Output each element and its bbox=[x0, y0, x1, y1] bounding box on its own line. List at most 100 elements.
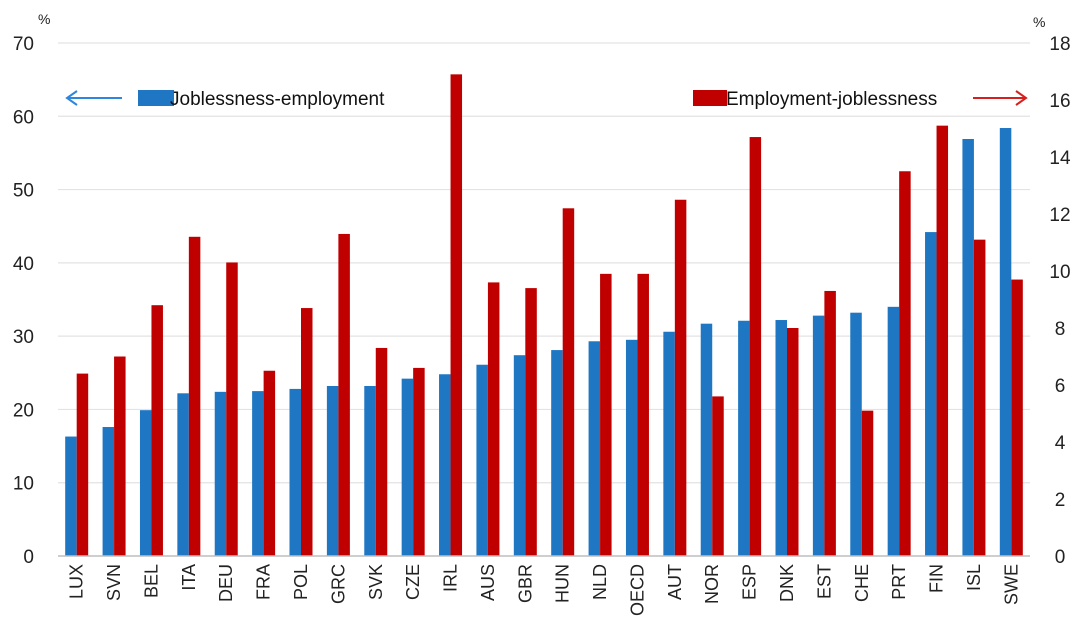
category-label: SVN bbox=[104, 564, 124, 601]
bar-joblessness-employment bbox=[962, 139, 974, 557]
category-labels: LUX SVN BEL ITA DEU FRA POL GRC SVK CZE IRL AUS GBR H… bbox=[67, 564, 1022, 616]
bar-joblessness-employment bbox=[850, 312, 862, 556]
right-axis-tick-label: 0 bbox=[1055, 547, 1066, 568]
bar-employment-joblessness bbox=[824, 290, 836, 556]
bar-employment-joblessness bbox=[226, 262, 238, 556]
category-label: CHE bbox=[852, 564, 872, 602]
bar-employment-joblessness bbox=[413, 367, 425, 556]
bar-joblessness-employment bbox=[102, 427, 115, 556]
left-axis-unit-label: % bbox=[38, 11, 50, 27]
right-axis-tick-label: 16 bbox=[1049, 91, 1070, 112]
left-axis-tick-label: 50 bbox=[13, 181, 34, 202]
bar-joblessness-employment bbox=[289, 388, 301, 556]
bar-joblessness-employment bbox=[177, 393, 189, 556]
right-axis-tick-label: 8 bbox=[1055, 319, 1066, 340]
category-label: DNK bbox=[777, 564, 797, 602]
right-axis-tick-label: 10 bbox=[1049, 262, 1070, 283]
bar-employment-joblessness bbox=[936, 125, 949, 557]
bar-employment-joblessness bbox=[787, 328, 799, 556]
bar-employment-joblessness bbox=[450, 74, 463, 556]
bar-joblessness-employment bbox=[775, 320, 787, 556]
bar-joblessness-employment bbox=[364, 385, 376, 556]
right-axis-tick-label: 6 bbox=[1055, 376, 1066, 397]
legend-swatch-employment-joblessness bbox=[693, 90, 727, 106]
bars bbox=[65, 74, 1023, 557]
category-label: NLD bbox=[590, 564, 610, 600]
category-label: DEU bbox=[216, 564, 236, 602]
bar-joblessness-employment bbox=[588, 341, 601, 556]
bar-employment-joblessness bbox=[1011, 279, 1023, 556]
right-axis-tick-label: 12 bbox=[1049, 205, 1070, 226]
bar-employment-joblessness bbox=[562, 208, 575, 557]
left-axis-tick-label: 40 bbox=[13, 254, 34, 275]
bar-joblessness-employment bbox=[999, 128, 1012, 557]
left-axis-tick-label: 70 bbox=[13, 34, 34, 55]
bar-employment-joblessness bbox=[973, 239, 986, 556]
right-axis-tick-label: 4 bbox=[1055, 433, 1066, 454]
category-label: SWE bbox=[1001, 564, 1021, 605]
category-label: AUS bbox=[478, 564, 498, 601]
legend-item-joblessness-employment: Joblessness-employment bbox=[65, 89, 385, 110]
bar-joblessness-employment bbox=[439, 374, 451, 556]
bar-joblessness-employment bbox=[887, 306, 900, 556]
bar-employment-joblessness bbox=[600, 273, 612, 556]
category-label: CZE bbox=[403, 564, 423, 600]
category-label: FIN bbox=[927, 564, 947, 593]
bar-joblessness-employment bbox=[326, 385, 339, 556]
right-axis-tick-label: 18 bbox=[1049, 34, 1070, 55]
right-axis-unit-label: % bbox=[1033, 14, 1045, 30]
bar-employment-joblessness bbox=[338, 233, 350, 556]
category-label: SVK bbox=[366, 564, 386, 600]
bar-joblessness-employment bbox=[663, 331, 675, 556]
left-axis-tick-label: 0 bbox=[23, 547, 34, 568]
left-axis-ticks: 0 10 20 30 40 50 60 70 bbox=[13, 34, 34, 568]
category-label: POL bbox=[291, 564, 311, 600]
right-axis-tick-label: 2 bbox=[1055, 490, 1066, 511]
left-axis-tick-label: 30 bbox=[13, 327, 34, 348]
bar-employment-joblessness bbox=[76, 373, 89, 556]
category-label: OECD bbox=[627, 564, 647, 616]
category-label: ISL bbox=[964, 564, 984, 591]
bar-joblessness-employment bbox=[925, 232, 937, 556]
category-label: EST bbox=[814, 564, 834, 599]
bar-employment-joblessness bbox=[637, 273, 649, 556]
category-label: HUN bbox=[553, 564, 573, 603]
left-axis-tick-label: 10 bbox=[13, 474, 34, 495]
right-arrow-head-icon bbox=[1015, 90, 1028, 106]
category-label: BEL bbox=[141, 564, 161, 598]
bar-employment-joblessness bbox=[674, 199, 687, 556]
legend-label-employment-joblessness: Employment-joblessness bbox=[726, 89, 937, 110]
category-label: AUT bbox=[665, 564, 685, 600]
bar-joblessness-employment bbox=[812, 315, 825, 556]
bar-joblessness-employment bbox=[513, 355, 526, 556]
bar-employment-joblessness bbox=[861, 410, 874, 556]
category-label: ESP bbox=[740, 564, 760, 600]
legend-swatch-joblessness-employment bbox=[138, 90, 174, 106]
left-arrow-head-icon bbox=[65, 90, 78, 106]
bar-employment-joblessness bbox=[487, 282, 500, 556]
category-label: ITA bbox=[179, 564, 199, 591]
bar-employment-joblessness bbox=[188, 236, 201, 557]
bar-joblessness-employment bbox=[214, 391, 227, 556]
legend-label-joblessness-employment: Joblessness-employment bbox=[170, 89, 385, 110]
category-label: FRA bbox=[254, 564, 274, 600]
bar-joblessness-employment bbox=[738, 320, 750, 556]
bar-employment-joblessness bbox=[712, 396, 724, 556]
left-axis-tick-label: 60 bbox=[13, 107, 34, 128]
bar-joblessness-employment bbox=[700, 323, 713, 556]
bar-joblessness-employment bbox=[252, 391, 264, 556]
bar-joblessness-employment bbox=[625, 339, 638, 556]
bar-joblessness-employment bbox=[401, 378, 414, 556]
bar-employment-joblessness bbox=[301, 308, 313, 556]
right-axis-ticks: 0 2 4 6 8 10 12 14 16 18 bbox=[1049, 34, 1071, 568]
bar-employment-joblessness bbox=[114, 356, 126, 556]
category-label: LUX bbox=[67, 564, 87, 599]
category-label: GRC bbox=[328, 564, 348, 604]
bar-joblessness-employment bbox=[65, 436, 77, 556]
bar-employment-joblessness bbox=[375, 347, 388, 556]
bar-joblessness-employment bbox=[139, 410, 152, 556]
bar-employment-joblessness bbox=[263, 370, 276, 556]
left-axis-tick-label: 20 bbox=[13, 400, 34, 421]
bar-employment-joblessness bbox=[749, 137, 762, 557]
